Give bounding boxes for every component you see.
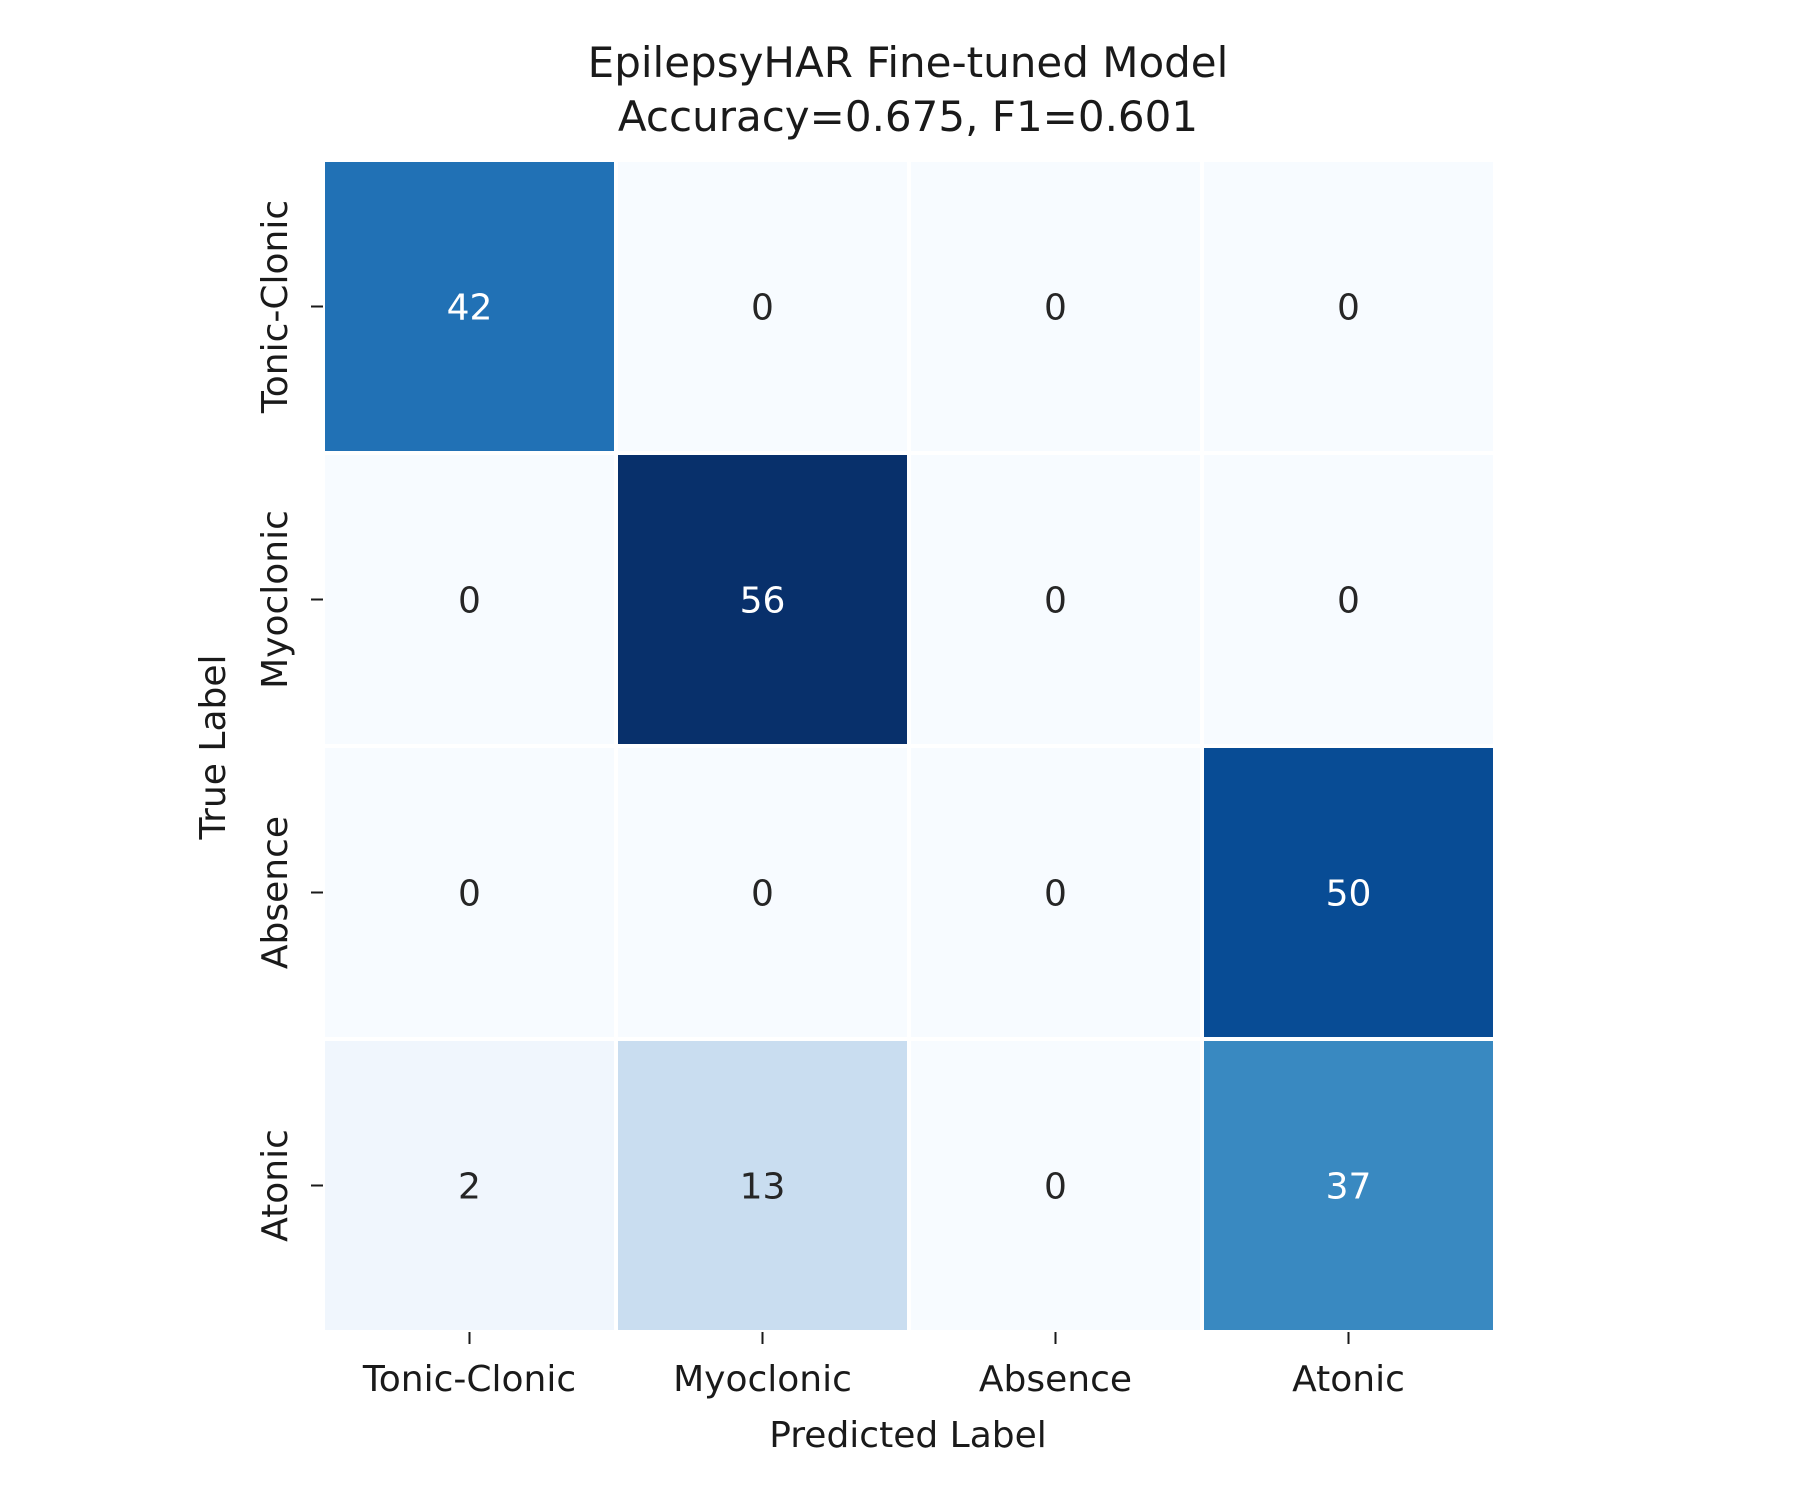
y-axis-label: True Label — [193, 654, 234, 840]
cell-value-label: 0 — [1044, 581, 1067, 622]
y-axis-ticks: Tonic-Clonic Myoclonic Absence Atonic — [255, 200, 323, 1242]
cell-value-label: 0 — [1337, 581, 1360, 622]
heatmap-cell — [1200, 158, 1497, 455]
y-tick-label: Atonic — [255, 1129, 296, 1242]
cell-value-label: 0 — [1044, 1167, 1067, 1208]
cell-value-label: 0 — [751, 288, 774, 329]
y-tick-label: Absence — [255, 816, 296, 969]
cell-value-label: 37 — [1326, 1167, 1372, 1208]
heatmap-cell — [614, 744, 911, 1041]
heatmap-cell — [614, 158, 911, 455]
x-tick-label: Myoclonic — [673, 1359, 852, 1400]
chart-title: EpilepsyHAR Fine-tuned Model — [588, 38, 1229, 87]
cell-value-label: 2 — [458, 1167, 481, 1208]
cell-value-label: 0 — [1044, 288, 1067, 329]
x-tick-label: Tonic-Clonic — [362, 1359, 576, 1400]
x-axis-ticks: Tonic-Clonic Myoclonic Absence Atonic — [362, 1332, 1405, 1400]
heatmap-cell — [614, 451, 911, 748]
heatmap-cell — [1200, 744, 1497, 1041]
x-tick-label: Atonic — [1292, 1359, 1405, 1400]
cell-value-label: 42 — [447, 288, 493, 329]
cell-value-label: 50 — [1326, 874, 1372, 915]
heatmap-cell — [1200, 1037, 1497, 1334]
cell-value-label: 0 — [1337, 288, 1360, 329]
y-tick-label: Myoclonic — [255, 510, 296, 689]
cell-value-label: 0 — [458, 874, 481, 915]
heatmap-cell — [614, 1037, 911, 1334]
cell-value-label: 0 — [1044, 874, 1067, 915]
cell-value-label: 56 — [740, 581, 786, 622]
cell-value-label: 0 — [458, 581, 481, 622]
heatmap-cell — [321, 158, 618, 455]
heatmap-cell — [321, 1037, 618, 1334]
x-tick-label: Absence — [979, 1359, 1132, 1400]
x-axis-label: Predicted Label — [769, 1415, 1047, 1456]
heatmap-cells: 42 0 0 0 0 56 0 0 0 0 0 50 2 13 0 37 — [321, 158, 1497, 1334]
cell-value-label: 13 — [740, 1167, 786, 1208]
chart-subtitle: Accuracy=0.675, F1=0.601 — [618, 92, 1198, 141]
cell-value-label: 0 — [751, 874, 774, 915]
heatmap-cell — [321, 451, 618, 748]
heatmap-cell — [1200, 451, 1497, 748]
heatmap-cell — [907, 158, 1204, 455]
y-tick-label: Tonic-Clonic — [255, 200, 296, 414]
